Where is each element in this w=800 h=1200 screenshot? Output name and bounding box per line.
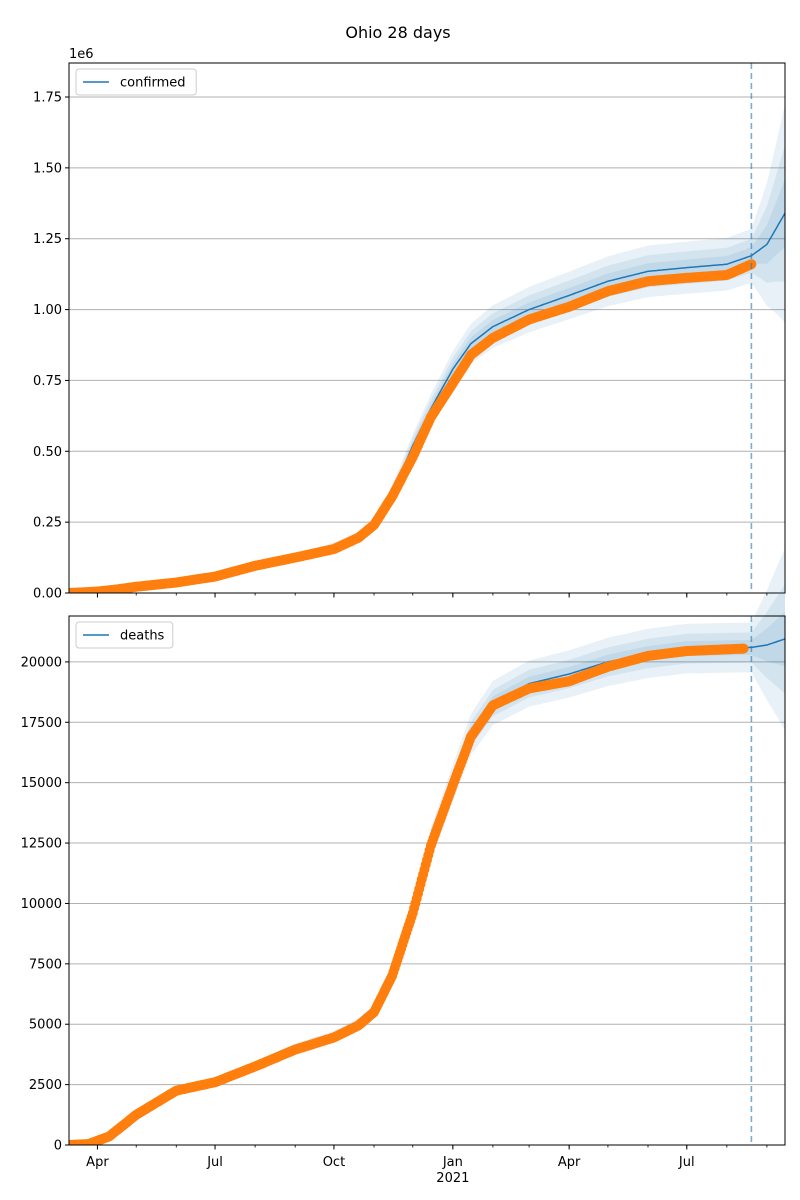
y-tick-label: 12500 bbox=[21, 837, 62, 852]
y-tick-label: 17500 bbox=[21, 716, 62, 731]
legend-label: deaths bbox=[120, 629, 165, 644]
y-tick-label: 1.00 bbox=[33, 303, 62, 318]
y-tick-label: 2500 bbox=[29, 1078, 62, 1093]
uncertainty-band bbox=[69, 103, 785, 593]
y-offset-label: 1e6 bbox=[69, 47, 94, 62]
legend-box bbox=[75, 68, 197, 96]
axes-frame bbox=[68, 62, 786, 594]
y-tick-label: 0.50 bbox=[33, 445, 62, 460]
x-tick-label: Jul bbox=[678, 1155, 695, 1170]
x-tick-label: Jan bbox=[442, 1155, 463, 1170]
uncertainty-band bbox=[69, 144, 785, 593]
y-tick-label: 5000 bbox=[29, 1018, 62, 1033]
x-tick-label: Apr bbox=[558, 1155, 581, 1170]
y-tick-label: 1.25 bbox=[33, 232, 62, 247]
confirmed-panel: 0.00 0.25 0.50 0.75 1.00 1.25 1.50 1.75 1e6 confi… bbox=[33, 47, 786, 602]
y-tick-label: 1.50 bbox=[33, 161, 62, 176]
y-tick-label: 0.25 bbox=[33, 516, 62, 531]
y-tick-label: 1.75 bbox=[33, 91, 62, 106]
x-tick-label: Oct bbox=[323, 1155, 345, 1170]
y-tick-label: 10000 bbox=[21, 897, 62, 912]
axes-frame bbox=[68, 615, 786, 1146]
y-tick-label: 15000 bbox=[21, 776, 62, 791]
observed-points bbox=[69, 643, 749, 1145]
y-tick-label: 0 bbox=[54, 1139, 62, 1154]
figure-title: Ohio 28 days bbox=[345, 23, 450, 42]
legend-box bbox=[75, 621, 174, 649]
y-tick-label: 0.00 bbox=[33, 587, 62, 602]
observed-points bbox=[69, 259, 757, 593]
y-tick-label: 0.75 bbox=[33, 374, 62, 389]
x-tick-year-label: 2021 bbox=[436, 1171, 469, 1186]
y-tick-label: 20000 bbox=[21, 655, 62, 670]
deaths-fit-line bbox=[69, 638, 785, 1145]
uncertainty-band bbox=[69, 611, 785, 1145]
x-tick-label: Apr bbox=[86, 1155, 109, 1170]
uncertainty-band bbox=[69, 179, 785, 594]
observed-point bbox=[738, 643, 749, 654]
legend-label: confirmed bbox=[120, 76, 186, 91]
deaths-panel: 0 2500 5000 7500 10000 12500 15000 17500 20000 Ap… bbox=[21, 547, 786, 1186]
y-tick-label: 7500 bbox=[29, 957, 62, 972]
x-tick-label: Jul bbox=[206, 1155, 223, 1170]
